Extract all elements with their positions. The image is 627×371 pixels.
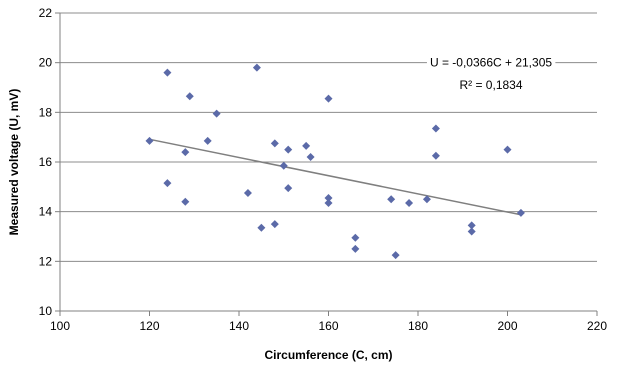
y-tick-label-12: 12 [39,254,53,268]
data-point-23 [387,195,396,204]
data-point-11 [270,139,279,148]
data-points [145,63,525,260]
x-tick-label-220: 220 [587,319,607,333]
data-point-15 [284,184,293,193]
trendline-layer [149,138,522,216]
data-point-26 [422,195,431,204]
data-point-22 [351,244,360,253]
data-point-2 [163,179,172,188]
data-point-14 [284,145,293,154]
data-point-21 [351,233,360,242]
data-point-17 [306,153,315,162]
x-tick-label-180: 180 [408,319,428,333]
tick-labels: 10 12 14 16 18 20 22 100 120 140 160 180 200 220 [39,6,608,333]
y-tick-label-10: 10 [39,304,53,318]
y-tick-label-18: 18 [39,105,53,119]
axes [55,12,598,316]
y-tick-label-20: 20 [39,56,53,70]
data-point-18 [324,94,333,103]
gridlines [60,12,597,262]
data-point-29 [467,221,476,230]
x-tick-label-160: 160 [318,319,338,333]
trendline [149,138,522,216]
data-point-1 [163,68,172,77]
trendline-equation: U = -0,0366C + 21,305 [430,56,552,70]
x-tick-label-200: 200 [497,319,517,333]
data-point-16 [302,141,311,150]
data-point-32 [516,208,525,217]
data-point-3 [181,148,190,157]
data-point-0 [145,136,154,145]
equation-background [426,55,556,70]
y-axis-title: Measured voltage (U, mV) [7,89,21,236]
data-point-20 [324,198,333,207]
x-tick-label-140: 140 [229,319,249,333]
data-point-24 [391,251,400,260]
data-point-13 [279,161,288,170]
data-point-6 [203,136,212,145]
data-point-27 [431,124,440,133]
data-point-25 [405,198,414,207]
data-point-28 [431,151,440,160]
r-squared-label: R² = 0,1834 [459,78,522,92]
data-point-10 [257,223,266,232]
data-point-31 [503,145,512,154]
data-point-7 [212,109,221,118]
data-point-9 [252,63,261,72]
y-tick-label-16: 16 [39,155,53,169]
data-point-12 [270,220,279,229]
data-point-4 [181,197,190,206]
x-axis-title: Circumference (C, cm) [264,348,392,362]
data-point-5 [185,92,194,101]
data-point-19 [324,194,333,203]
y-tick-label-22: 22 [39,6,53,20]
x-tick-label-100: 100 [50,319,70,333]
data-point-8 [243,189,252,198]
y-tick-label-14: 14 [39,205,53,219]
x-tick-label-120: 120 [139,319,159,333]
data-point-30 [467,227,476,236]
